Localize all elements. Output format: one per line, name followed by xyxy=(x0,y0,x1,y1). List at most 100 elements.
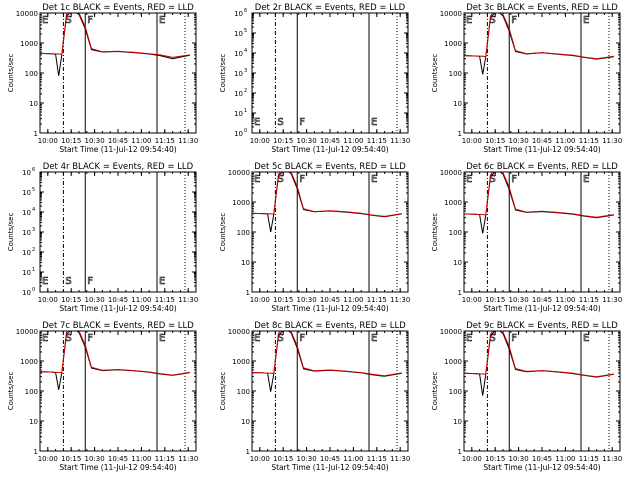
y-tick-label: 10 xyxy=(453,100,462,108)
y-tick-label: 10 xyxy=(241,259,250,267)
x-tick-label: 10:30 xyxy=(85,455,105,463)
y-tick-label: 10 xyxy=(453,259,462,267)
marker-label: E xyxy=(371,333,377,344)
chart-panel-8: Det 8c BLACK = Events, RED = LLD 1 10 100 10… xyxy=(219,321,410,472)
x-tick-label: 11:00 xyxy=(555,296,575,304)
lld-series-line xyxy=(464,13,614,60)
y-tick-label: 10 xyxy=(29,100,38,108)
y-tick-exponent: 5 xyxy=(32,187,35,193)
x-tick-label: 11:15 xyxy=(367,137,387,145)
y-axis-label: Counts/sec xyxy=(431,54,439,93)
y-axis-label: Counts/sec xyxy=(431,213,439,252)
y-tick-label: 10 xyxy=(234,30,243,38)
y-tick-exponent: 4 xyxy=(32,207,35,213)
y-tick-label: 10 xyxy=(22,289,31,297)
x-tick-label: 10:30 xyxy=(509,296,529,304)
y-tick-label: 10 xyxy=(22,249,31,257)
x-tick-label: 11:15 xyxy=(579,137,599,145)
series-group xyxy=(464,172,614,234)
marker-label: E xyxy=(583,333,589,344)
y-tick-label: 10 xyxy=(29,418,38,426)
x-tick-label: 11:15 xyxy=(579,455,599,463)
y-tick-label: 10 xyxy=(234,70,243,78)
y-tick-label: 10 xyxy=(234,90,243,98)
marker-label: S xyxy=(65,276,71,287)
y-tick-exponent: 1 xyxy=(244,108,247,114)
chart-panel-3: Det 3c BLACK = Events, RED = LLD 1 10 100 10… xyxy=(431,3,622,154)
x-tick-label: 10:30 xyxy=(85,296,105,304)
marker-label: E xyxy=(159,333,165,344)
y-tick-label: 1000 xyxy=(444,358,462,366)
y-tick-label: 10 xyxy=(234,10,243,18)
x-tick-label: 11:30 xyxy=(390,296,410,304)
x-tick-label: 10:15 xyxy=(61,296,81,304)
x-tick-label: 10:30 xyxy=(85,137,105,145)
x-axis-label: Start Time (11-Jul-12 09:54:40) xyxy=(271,304,388,313)
y-tick-label: 1 xyxy=(34,130,38,138)
x-tick-label: 11:30 xyxy=(390,137,410,145)
y-tick-exponent: 3 xyxy=(244,68,247,74)
y-tick-exponent: 0 xyxy=(244,128,247,134)
series-group xyxy=(464,331,614,396)
chart-title: Det 1c BLACK = Events, RED = LLD xyxy=(42,3,194,13)
x-tick-label: 10:15 xyxy=(273,296,293,304)
lld-series-line xyxy=(252,172,402,217)
x-tick-label: 10:30 xyxy=(509,455,529,463)
x-tick-label: 11:00 xyxy=(131,296,151,304)
y-axis-label: Counts/sec xyxy=(219,213,227,252)
x-tick-label: 11:30 xyxy=(602,137,622,145)
series-group xyxy=(40,331,190,390)
x-tick-label: 10:00 xyxy=(38,296,58,304)
y-tick-label: 10000 xyxy=(440,169,462,177)
x-tick-label: 10:45 xyxy=(532,455,552,463)
y-tick-label: 1000 xyxy=(232,358,250,366)
lld-series-line xyxy=(40,331,190,376)
x-axis-label: Start Time (11-Jul-12 09:54:40) xyxy=(59,304,176,313)
series-group xyxy=(464,13,614,75)
x-tick-label: 11:00 xyxy=(343,296,363,304)
y-tick-exponent: 1 xyxy=(32,267,35,273)
chart-title: Det 7c BLACK = Events, RED = LLD xyxy=(42,321,194,331)
y-tick-label: 10 xyxy=(234,110,243,118)
y-tick-label: 1 xyxy=(246,289,250,297)
lld-series-line xyxy=(464,331,614,378)
marker-label: F xyxy=(299,333,305,344)
y-tick-label: 10 xyxy=(22,229,31,237)
y-tick-label: 100 xyxy=(25,70,38,78)
x-tick-label: 11:30 xyxy=(390,455,410,463)
marker-label: E xyxy=(42,333,48,344)
events-series-line xyxy=(40,13,190,76)
y-tick-label: 1000 xyxy=(444,40,462,48)
marker-label: E xyxy=(466,174,472,185)
x-tick-label: 10:00 xyxy=(462,296,482,304)
y-tick-exponent: 0 xyxy=(32,287,35,293)
marker-label: E xyxy=(466,333,472,344)
y-axis-label: Counts/sec xyxy=(7,54,15,93)
x-tick-label: 10:15 xyxy=(273,137,293,145)
y-tick-label: 1000 xyxy=(20,40,38,48)
x-tick-label: 10:45 xyxy=(108,296,128,304)
events-series-line xyxy=(464,331,614,396)
y-tick-label: 10 xyxy=(22,269,31,277)
y-tick-label: 10000 xyxy=(228,169,250,177)
y-tick-label: 10000 xyxy=(16,10,38,18)
events-series-line xyxy=(40,331,190,390)
marker-label: F xyxy=(511,333,517,344)
marker-label: S xyxy=(277,174,283,185)
x-tick-label: 10:00 xyxy=(250,137,270,145)
y-tick-label: 100 xyxy=(449,388,462,396)
marker-label: F xyxy=(511,174,517,185)
y-tick-label: 10 xyxy=(22,169,31,177)
events-series-line xyxy=(464,13,614,75)
x-axis-label: Start Time (11-Jul-12 09:54:40) xyxy=(271,145,388,154)
x-tick-label: 11:00 xyxy=(343,455,363,463)
marker-label: E xyxy=(254,333,260,344)
chart-panel-5: Det 5c BLACK = Events, RED = LLD 1 10 100 10… xyxy=(219,162,410,313)
chart-panel-7: Det 7c BLACK = Events, RED = LLD 1 10 100 10… xyxy=(7,321,198,472)
y-tick-label: 100 xyxy=(449,70,462,78)
x-axis-label: Start Time (11-Jul-12 09:54:40) xyxy=(483,304,600,313)
x-axis-label: Start Time (11-Jul-12 09:54:40) xyxy=(59,145,176,154)
chart-title: Det 9c BLACK = Events, RED = LLD xyxy=(466,321,618,331)
x-tick-label: 10:30 xyxy=(297,455,317,463)
chart-title: Det 2r BLACK = Events, RED = LLD xyxy=(255,3,406,13)
